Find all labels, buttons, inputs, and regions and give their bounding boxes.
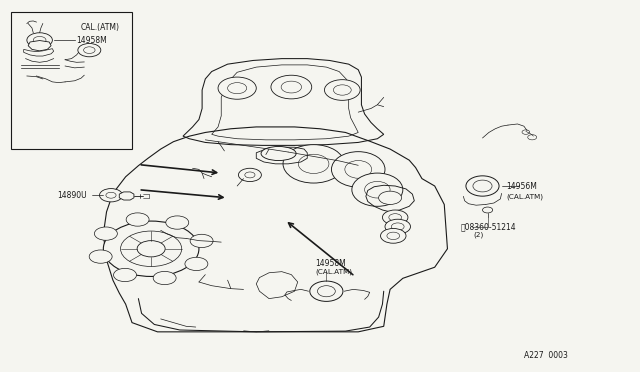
Circle shape <box>218 77 256 99</box>
Text: (CAL.ATM): (CAL.ATM) <box>506 193 543 200</box>
Circle shape <box>528 135 537 140</box>
Circle shape <box>185 257 208 270</box>
Circle shape <box>389 214 401 221</box>
Ellipse shape <box>473 180 492 192</box>
Text: 14890U: 14890U <box>58 191 87 200</box>
Ellipse shape <box>310 281 343 301</box>
Polygon shape <box>28 41 51 51</box>
Polygon shape <box>24 49 54 56</box>
Circle shape <box>228 83 246 94</box>
Text: 14956M: 14956M <box>506 182 537 191</box>
Circle shape <box>126 213 149 226</box>
Circle shape <box>281 81 301 93</box>
Circle shape <box>333 85 351 95</box>
Polygon shape <box>119 192 134 200</box>
Circle shape <box>166 216 189 229</box>
Text: 14958M: 14958M <box>315 259 346 268</box>
Circle shape <box>483 207 493 213</box>
Circle shape <box>379 191 401 205</box>
Circle shape <box>392 223 404 230</box>
Circle shape <box>383 210 408 225</box>
Circle shape <box>78 44 100 57</box>
Circle shape <box>100 189 122 202</box>
Circle shape <box>103 221 199 276</box>
Circle shape <box>120 231 182 266</box>
Circle shape <box>113 268 136 282</box>
Circle shape <box>387 232 399 240</box>
Text: (2): (2) <box>474 231 484 238</box>
Ellipse shape <box>317 286 335 297</box>
Circle shape <box>245 172 255 178</box>
Ellipse shape <box>352 173 403 206</box>
Ellipse shape <box>298 154 329 173</box>
Circle shape <box>89 250 112 263</box>
Circle shape <box>522 130 530 134</box>
Ellipse shape <box>261 147 296 161</box>
Circle shape <box>137 241 165 257</box>
Circle shape <box>27 33 52 48</box>
Ellipse shape <box>345 161 372 178</box>
Ellipse shape <box>466 176 499 196</box>
Bar <box>11 13 132 149</box>
Ellipse shape <box>365 182 390 198</box>
Circle shape <box>95 227 117 240</box>
Text: 14958M: 14958M <box>77 36 108 45</box>
Text: CAL.(ATM): CAL.(ATM) <box>81 23 120 32</box>
Circle shape <box>271 75 312 99</box>
Circle shape <box>153 271 176 285</box>
Circle shape <box>239 168 261 182</box>
Circle shape <box>190 234 213 248</box>
Circle shape <box>381 228 406 243</box>
Ellipse shape <box>332 152 385 187</box>
Ellipse shape <box>283 145 344 183</box>
Text: Ⓢ08360-51214: Ⓢ08360-51214 <box>460 222 516 231</box>
Text: (CAL.ATM): (CAL.ATM) <box>315 269 352 275</box>
Circle shape <box>106 192 116 198</box>
Text: A227  0003: A227 0003 <box>524 350 568 359</box>
Circle shape <box>324 80 360 100</box>
Circle shape <box>385 219 410 234</box>
